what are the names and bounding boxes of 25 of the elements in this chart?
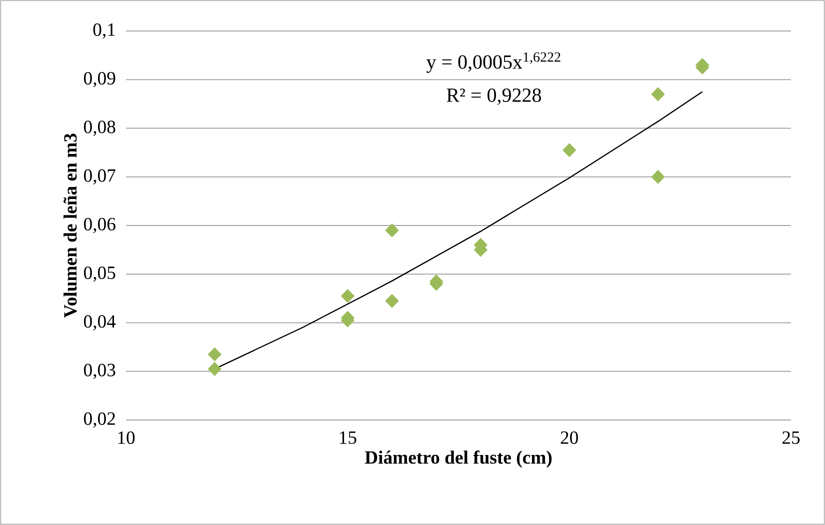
x-tick-label: 10 (118, 431, 135, 444)
y-tick-label: 0,02 (84, 412, 115, 428)
point (651, 87, 665, 102)
point (208, 347, 222, 362)
point (651, 170, 665, 184)
point (340, 289, 354, 303)
y-tick-label: 0,04 (84, 315, 116, 330)
x-axis-title: Diámetro del fuste (cm) (364, 450, 552, 468)
y-tick-label: 0,1 (93, 23, 115, 39)
x-tick-label: 25 (782, 431, 800, 444)
point (385, 223, 399, 238)
y-tick-label: 0,03 (84, 364, 116, 380)
y-tick-label: 0,07 (84, 169, 116, 185)
point (562, 143, 576, 158)
x-tick-label: 15 (340, 431, 356, 444)
y-tick-label: 0,06 (84, 218, 116, 234)
y-axis-title: Volumen de leña en m3 (64, 134, 77, 318)
y-tick-label: 0,09 (84, 72, 116, 88)
point (385, 294, 399, 308)
y-tick-label: 0,05 (84, 266, 116, 282)
annotation: R² = 0,9228 (446, 88, 542, 105)
annotation: y = 0,0005x$^{1,6222}$ (426, 52, 560, 73)
x-tick-label: 20 (560, 431, 578, 444)
point (208, 362, 222, 376)
y-tick-label: 0,08 (84, 120, 116, 136)
